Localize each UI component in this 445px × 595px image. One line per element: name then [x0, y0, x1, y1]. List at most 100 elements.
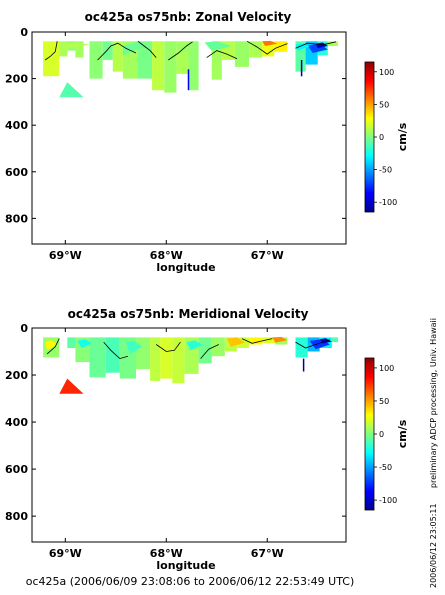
x-tick-label: 68°W — [150, 547, 183, 560]
zonal-velocity-panel: oc425a os75nb: Zonal Velocity 0 200 400 600… — [5, 10, 409, 274]
velocity-patch — [272, 336, 288, 343]
contour-line — [46, 338, 60, 355]
deep-velocity-patch — [59, 82, 84, 98]
y-tick-label: 600 — [5, 463, 28, 476]
velocity-patch — [45, 339, 58, 351]
velocity-patch — [67, 42, 90, 49]
velocity-column — [59, 41, 68, 57]
y-tick-label: 400 — [5, 416, 28, 429]
velocity-column — [105, 337, 120, 373]
x-tick-label: 68°W — [150, 249, 183, 262]
colorbar-tick-label: 100 — [379, 68, 394, 77]
x-tick-label: 67°W — [251, 249, 284, 262]
velocity-field — [43, 40, 338, 98]
colorbar-gradient — [364, 61, 375, 213]
velocity-column — [331, 337, 338, 343]
velocity-column — [249, 41, 263, 58]
contour-line — [200, 344, 219, 359]
colorbar-gradient — [364, 357, 375, 511]
velocity-column — [164, 41, 177, 93]
velocity-patch — [262, 40, 278, 46]
velocity-column — [234, 41, 249, 67]
velocity-column — [198, 337, 212, 364]
y-tick-label: 200 — [5, 369, 28, 382]
colorbar-tick-label: 0 — [379, 430, 384, 439]
contour-line — [206, 50, 238, 60]
velocity-patch — [204, 41, 232, 51]
chart-title: oc425a os75nb: Zonal Velocity — [85, 10, 292, 24]
x-tick-label: 69°W — [49, 249, 82, 262]
x-axis: 69°W 68°W 67°W — [49, 328, 284, 560]
x-axis-label: longitude — [156, 261, 215, 274]
velocity-field — [43, 336, 338, 394]
colorbar-tick-label: 0 — [379, 133, 384, 142]
colorbar-tick-label: 50 — [379, 100, 389, 109]
velocity-column — [102, 41, 113, 60]
plot-frame — [31, 327, 347, 543]
velocity-column — [295, 41, 306, 72]
velocity-column — [89, 41, 103, 79]
contour-line — [97, 42, 137, 61]
colorbar-tick-label: -50 — [379, 166, 392, 175]
x-axis: 69°W 68°W 67°W — [49, 32, 284, 262]
velocity-patch — [77, 339, 92, 348]
y-tick-label: 600 — [5, 166, 28, 179]
colorbar-tick-label: -100 — [379, 496, 397, 505]
colorbar-tick-label: 100 — [379, 364, 394, 373]
contour-line — [246, 40, 288, 55]
velocity-column — [262, 337, 276, 344]
velocity-patch — [125, 340, 143, 354]
contour-line — [241, 338, 273, 344]
y-tick-label: 800 — [5, 510, 28, 523]
velocity-column — [138, 41, 153, 79]
velocity-column — [211, 337, 225, 357]
colorbar-ticks: 100 50 0 -50 -100 — [374, 68, 397, 207]
velocity-column — [136, 337, 151, 370]
colorbar: 100 50 0 -50 -100 cm/s — [364, 61, 409, 213]
velocity-column — [43, 41, 60, 77]
velocity-column — [152, 41, 165, 91]
timestamp: 2006/06/12 23:05:11 — [429, 503, 438, 588]
contour-line — [295, 339, 330, 349]
meridional-velocity-panel: oc425a os75nb: Meridional Velocity 0 200 4… — [5, 307, 409, 572]
x-tick-label: 67°W — [251, 547, 284, 560]
y-tick-label: 400 — [5, 119, 28, 132]
colorbar-tick-label: -100 — [379, 198, 397, 207]
deep-velocity-patch — [59, 378, 84, 394]
velocity-patch — [226, 337, 245, 347]
colorbar-tick-label: -50 — [379, 463, 392, 472]
velocity-column — [295, 337, 308, 358]
colorbar-label: cm/s — [396, 122, 409, 151]
velocity-patch — [295, 43, 310, 51]
x-tick-label: 69°W — [49, 547, 82, 560]
velocity-column — [67, 337, 76, 348]
contour-line — [155, 341, 181, 352]
plot-frame — [31, 31, 347, 245]
colorbar-tick-label: 50 — [379, 397, 389, 406]
y-tick-label: 200 — [5, 73, 28, 86]
y-tick-label: 0 — [20, 322, 28, 335]
velocity-patch — [176, 42, 197, 55]
side-note: preliminary ADCP processing, Univ. Hawai… — [429, 318, 438, 488]
contour-line — [44, 41, 58, 61]
velocity-column — [327, 41, 338, 46]
velocity-column — [211, 41, 222, 80]
contour-line — [103, 341, 129, 360]
velocity-column — [75, 41, 84, 58]
footer-time-range: oc425a (2006/06/09 23:08:06 to 2006/06/1… — [26, 575, 355, 588]
contour-line — [137, 40, 157, 58]
velocity-column — [160, 337, 173, 379]
velocity-column — [112, 41, 123, 72]
y-tick-label: 0 — [20, 26, 28, 39]
y-axis: 0 200 400 600 800 — [5, 26, 346, 225]
colorbar-ticks: 100 50 0 -50 -100 — [374, 364, 397, 505]
contour-line — [295, 41, 336, 49]
x-axis-label: longitude — [156, 559, 215, 572]
y-axis: 0 200 400 600 800 — [5, 322, 346, 523]
velocity-column — [150, 337, 161, 381]
contour-line — [168, 41, 193, 61]
velocity-column — [188, 41, 199, 91]
velocity-column — [89, 337, 106, 378]
colorbar: 100 50 0 -50 -100 cm/s — [364, 357, 409, 511]
